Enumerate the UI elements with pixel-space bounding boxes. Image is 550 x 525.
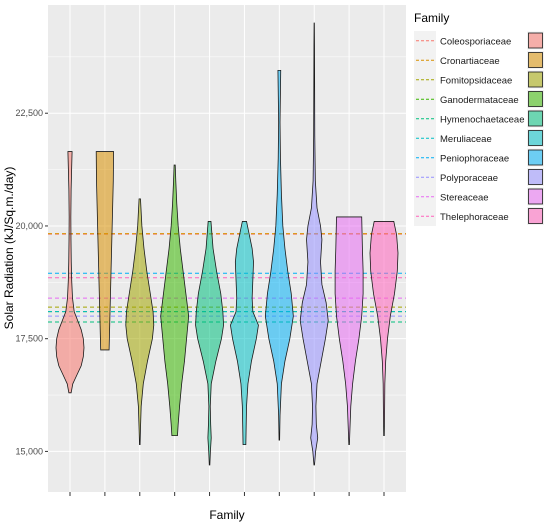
y-tick-label: 15,000 [15,446,43,456]
violins [55,22,399,466]
legend-swatch [528,188,543,205]
y-axis: 15,000 17,500 20,000 22,500 [15,108,48,456]
legend-label: Fomitopsidaceae [440,75,512,86]
y-tick-label: 20,000 [15,221,43,231]
legend-key-line-bg [414,187,436,207]
legend-key-line-bg [414,128,436,148]
legend-label: Thelephoraceae [440,212,509,223]
violin-coleosporiaceae [55,151,85,394]
violin-peniophoraceae [264,69,294,441]
x-axis [69,492,385,496]
legend-key-line-bg [414,167,436,187]
legend-swatch [528,110,543,127]
violin-fomitopsidaceae [125,198,155,446]
legend-label: Hymenochaetaceae [440,114,525,125]
x-axis-title: Family [209,508,244,522]
y-tick-label: 17,500 [15,334,43,344]
legend-label: Stereaceae [440,192,489,203]
legend-key-line-bg [414,89,436,109]
legend-label: Cronartiaceae [440,56,500,67]
legend: Coleosporiaceae Cronartiaceae Fomitopsidac… [414,31,544,226]
y-axis-title: Solar Radiation (kJ/Sq.m./day) [2,167,16,330]
legend-key-line-bg [414,148,436,168]
legend-key-line-bg [414,31,436,51]
legend-label: Polyporaceae [440,173,498,184]
violin-ganodermataceae [160,164,190,437]
legend-title: Family [414,11,449,25]
y-tick-label: 22,500 [15,108,43,118]
violin-hymenochaetaceae [195,221,224,466]
legend-key-line-bg [414,50,436,70]
legend-swatch [528,32,543,49]
legend-swatch [528,52,543,68]
legend-key-line-bg [414,70,436,90]
violin-stereaceae [334,216,364,446]
legend-swatch [528,71,543,88]
legend-label: Coleosporiaceae [440,36,511,47]
legend-key-line-bg [414,109,436,129]
violin-polyporaceae [299,22,329,466]
legend-swatch [528,208,543,224]
legend-swatch [528,149,543,166]
legend-swatch [528,130,543,146]
legend-label: Peniophoraceae [440,153,509,164]
legend-swatch [528,91,543,107]
legend-key-line-bg [414,206,436,226]
legend-label: Meruliaceae [440,134,492,145]
violin-meruliaceae [230,221,259,446]
legend-label: Ganodermataceae [440,95,519,106]
legend-swatch [528,169,543,185]
violin-thelephoraceae [369,221,399,437]
violin-cronartiaceae [95,151,114,351]
